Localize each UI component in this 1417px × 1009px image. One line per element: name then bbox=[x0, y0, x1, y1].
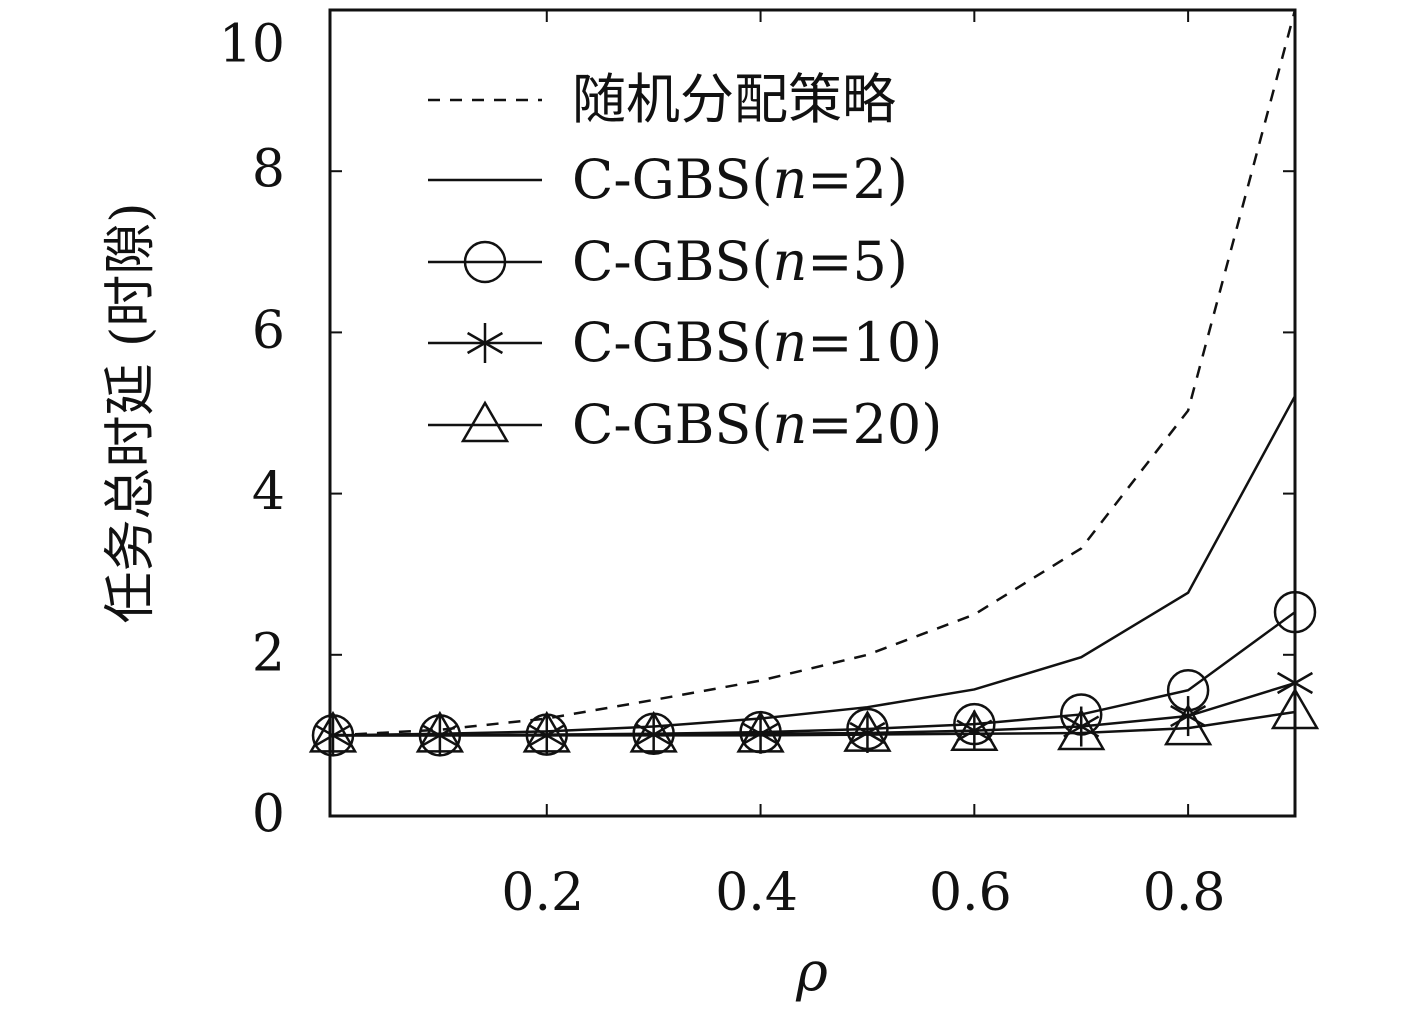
legend-entry: 随机分配策略 bbox=[428, 68, 896, 131]
asterisk-marker bbox=[956, 710, 993, 751]
triangle-marker bbox=[950, 709, 999, 752]
legend-label: C-GBS(n=5) bbox=[572, 230, 908, 293]
y-tick-label: 10 bbox=[219, 15, 285, 75]
series-0 bbox=[332, 9, 1297, 737]
plot-frame bbox=[328, 8, 1297, 818]
legend-entry: C-GBS(n=10) bbox=[428, 311, 942, 374]
legend-entry: C-GBS(n=2) bbox=[428, 148, 908, 211]
series-line bbox=[333, 611, 1296, 737]
asterisk-marker bbox=[466, 323, 504, 363]
y-tick-label: 0 bbox=[252, 785, 285, 845]
x-tick-label: 0.6 bbox=[929, 863, 1012, 923]
series-2 bbox=[311, 590, 1317, 757]
series-line bbox=[333, 681, 1296, 737]
asterisk-marker bbox=[1276, 663, 1314, 704]
x-axis-label: ρ bbox=[795, 940, 828, 1003]
y-axis-label: 任务总时延 (时隙) bbox=[101, 202, 161, 623]
x-tick-label: 0.8 bbox=[1143, 863, 1226, 923]
legend-entry: C-GBS(n=5) bbox=[428, 230, 908, 293]
series-3 bbox=[314, 663, 1314, 756]
series-4 bbox=[308, 687, 1320, 753]
asterisk-marker bbox=[849, 712, 886, 753]
triangle-marker bbox=[1270, 687, 1320, 730]
y-tick-label: 8 bbox=[252, 140, 285, 200]
series-line bbox=[333, 710, 1296, 737]
asterisk-marker bbox=[742, 713, 779, 754]
y-tick-label: 6 bbox=[252, 301, 285, 361]
triangle-marker bbox=[629, 710, 678, 753]
series-line bbox=[332, 9, 1297, 737]
legend-entry: C-GBS(n=20) bbox=[428, 393, 942, 456]
triangle-marker bbox=[736, 710, 785, 753]
triangle-marker bbox=[308, 710, 358, 753]
triangle-marker bbox=[415, 710, 465, 753]
triangle-marker bbox=[522, 710, 571, 753]
y-tick-label: 4 bbox=[252, 462, 285, 522]
triangle-marker bbox=[460, 400, 510, 443]
circle-marker bbox=[1273, 590, 1317, 634]
triangle-marker bbox=[1057, 708, 1106, 751]
legend-label: C-GBS(n=20) bbox=[572, 393, 942, 456]
y-tick-label: 2 bbox=[252, 623, 285, 683]
triangle-marker bbox=[843, 710, 892, 752]
triangle-marker bbox=[1163, 703, 1213, 746]
circle-marker bbox=[463, 240, 507, 284]
x-tick-label: 0.2 bbox=[501, 863, 584, 923]
series-line bbox=[332, 395, 1297, 737]
legend-label: C-GBS(n=2) bbox=[572, 148, 908, 211]
legend-label: 随机分配策略 bbox=[572, 68, 896, 131]
series-1 bbox=[332, 395, 1297, 737]
legend-label: C-GBS(n=10) bbox=[572, 311, 942, 374]
x-tick-label: 0.4 bbox=[715, 863, 798, 923]
